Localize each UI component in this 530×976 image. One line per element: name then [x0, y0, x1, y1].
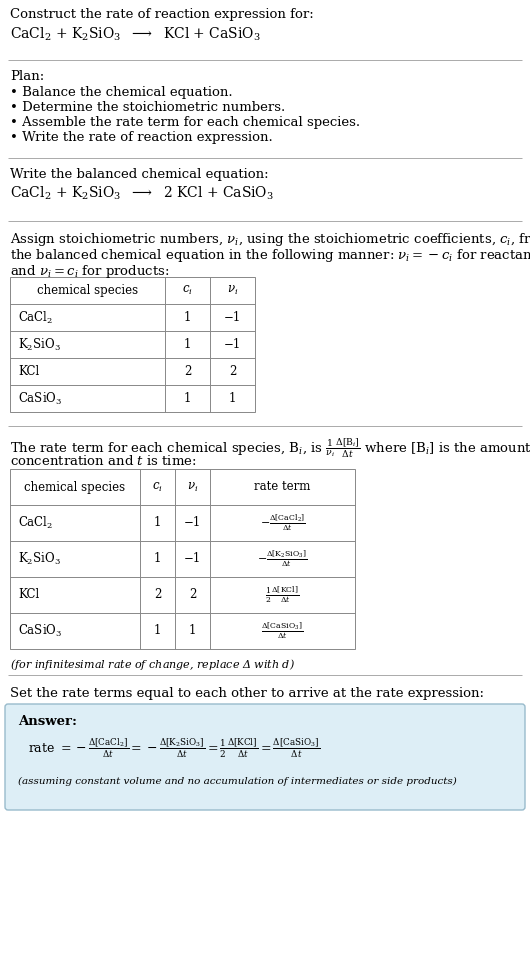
- Text: −1: −1: [184, 516, 201, 530]
- Text: • Write the rate of reaction expression.: • Write the rate of reaction expression.: [10, 131, 273, 144]
- Text: 2: 2: [189, 589, 196, 601]
- Text: 2: 2: [154, 589, 161, 601]
- Text: 2: 2: [184, 365, 191, 378]
- Text: rate term: rate term: [254, 480, 311, 494]
- Text: CaSiO$_3$: CaSiO$_3$: [18, 623, 63, 639]
- Bar: [10, 469, 355, 649]
- Text: CaCl$_2$ + K$_2$SiO$_3$  $\longrightarrow$  KCl + CaSiO$_3$: CaCl$_2$ + K$_2$SiO$_3$ $\longrightarrow…: [10, 26, 261, 43]
- Text: $\frac{1}{2}\frac{\Delta[\mathrm{KCl}]}{\Delta t}$: $\frac{1}{2}\frac{\Delta[\mathrm{KCl}]}{…: [266, 585, 299, 605]
- Text: Write the balanced chemical equation:: Write the balanced chemical equation:: [10, 168, 269, 181]
- Text: 1: 1: [184, 311, 191, 324]
- Text: $\frac{\Delta[\mathrm{CaSiO_3}]}{\Delta t}$: $\frac{\Delta[\mathrm{CaSiO_3}]}{\Delta …: [261, 621, 304, 641]
- Text: 1: 1: [154, 552, 161, 565]
- Bar: [10, 277, 255, 412]
- Text: Plan:: Plan:: [10, 70, 44, 83]
- Text: 1: 1: [189, 625, 196, 637]
- Text: CaCl$_2$: CaCl$_2$: [18, 515, 54, 531]
- Text: KCl: KCl: [18, 589, 39, 601]
- Text: CaCl$_2$ + K$_2$SiO$_3$  $\longrightarrow$  2 KCl + CaSiO$_3$: CaCl$_2$ + K$_2$SiO$_3$ $\longrightarrow…: [10, 185, 274, 202]
- Text: $\nu_i$: $\nu_i$: [187, 480, 198, 494]
- Text: $c_i$: $c_i$: [182, 284, 193, 297]
- Text: 2: 2: [229, 365, 236, 378]
- Text: • Assemble the rate term for each chemical species.: • Assemble the rate term for each chemic…: [10, 116, 360, 129]
- Text: The rate term for each chemical species, B$_i$, is $\frac{1}{\nu_i}\frac{\Delta[: The rate term for each chemical species,…: [10, 436, 530, 460]
- Text: Construct the rate of reaction expression for:: Construct the rate of reaction expressio…: [10, 8, 314, 21]
- Text: K$_2$SiO$_3$: K$_2$SiO$_3$: [18, 550, 61, 567]
- Text: chemical species: chemical species: [24, 480, 126, 494]
- Text: −1: −1: [224, 338, 241, 351]
- Text: 1: 1: [184, 392, 191, 405]
- Text: (for infinitesimal rate of change, replace Δ with $d$): (for infinitesimal rate of change, repla…: [10, 657, 295, 672]
- Text: CaCl$_2$: CaCl$_2$: [18, 309, 54, 326]
- Text: K$_2$SiO$_3$: K$_2$SiO$_3$: [18, 337, 61, 352]
- Text: Assign stoichiometric numbers, $\nu_i$, using the stoichiometric coefficients, $: Assign stoichiometric numbers, $\nu_i$, …: [10, 231, 530, 248]
- Text: (assuming constant volume and no accumulation of intermediates or side products): (assuming constant volume and no accumul…: [18, 777, 457, 786]
- Text: 1: 1: [154, 516, 161, 530]
- Text: KCl: KCl: [18, 365, 39, 378]
- Text: rate $= -\frac{\Delta[\mathrm{CaCl_2}]}{\Delta t} = -\frac{\Delta[\mathrm{K_2SiO: rate $= -\frac{\Delta[\mathrm{CaCl_2}]}{…: [28, 737, 320, 760]
- Text: CaSiO$_3$: CaSiO$_3$: [18, 390, 63, 407]
- Text: $\nu_i$: $\nu_i$: [227, 284, 238, 297]
- Text: $c_i$: $c_i$: [152, 480, 163, 494]
- Text: the balanced chemical equation in the following manner: $\nu_i = -c_i$ for react: the balanced chemical equation in the fo…: [10, 247, 530, 264]
- Text: chemical species: chemical species: [37, 284, 138, 297]
- Text: $-\frac{\Delta[\mathrm{K_2SiO_3}]}{\Delta t}$: $-\frac{\Delta[\mathrm{K_2SiO_3}]}{\Delt…: [257, 549, 308, 569]
- FancyBboxPatch shape: [5, 704, 525, 810]
- Text: concentration and $t$ is time:: concentration and $t$ is time:: [10, 454, 197, 468]
- Text: −1: −1: [184, 552, 201, 565]
- Text: Answer:: Answer:: [18, 715, 77, 728]
- Text: and $\nu_i = c_i$ for products:: and $\nu_i = c_i$ for products:: [10, 263, 170, 280]
- Text: 1: 1: [229, 392, 236, 405]
- Text: 1: 1: [184, 338, 191, 351]
- Text: • Balance the chemical equation.: • Balance the chemical equation.: [10, 86, 233, 99]
- Text: • Determine the stoichiometric numbers.: • Determine the stoichiometric numbers.: [10, 101, 285, 114]
- Text: −1: −1: [224, 311, 241, 324]
- Text: 1: 1: [154, 625, 161, 637]
- Text: Set the rate terms equal to each other to arrive at the rate expression:: Set the rate terms equal to each other t…: [10, 687, 484, 700]
- Text: $-\frac{\Delta[\mathrm{CaCl_2}]}{\Delta t}$: $-\frac{\Delta[\mathrm{CaCl_2}]}{\Delta …: [260, 512, 305, 534]
